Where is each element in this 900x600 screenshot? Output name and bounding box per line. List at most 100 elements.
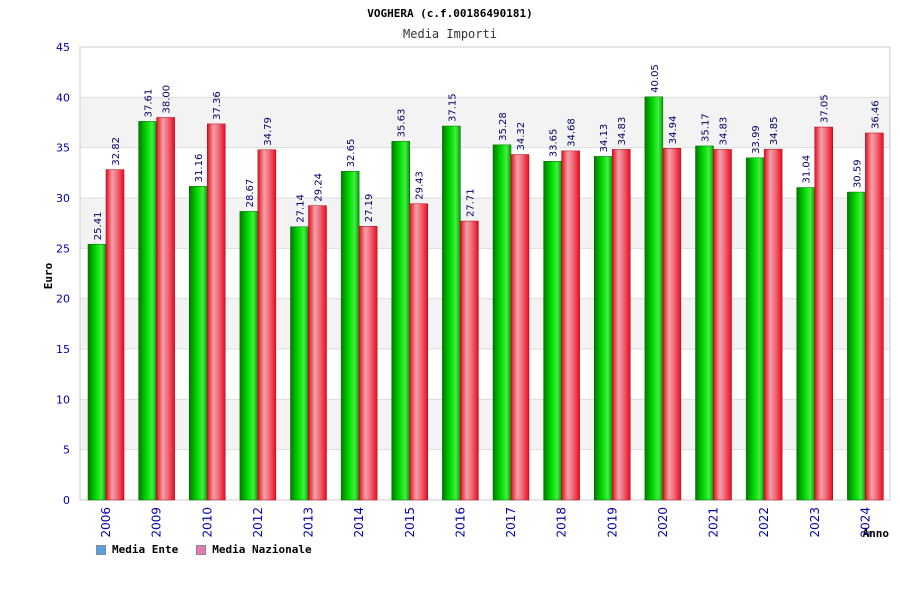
bar-group <box>87 96 884 501</box>
bar-media-nazionale-2024 <box>865 132 884 501</box>
bar-media-ente-2015 <box>391 141 410 501</box>
y-tick-label: 10 <box>56 393 70 406</box>
data-label: 34.79 <box>263 117 274 146</box>
data-label: 35.63 <box>397 109 408 138</box>
bar-media-nazionale-2014 <box>358 226 378 501</box>
bar-media-nazionale-2013 <box>308 205 327 501</box>
data-label: 33.65 <box>549 129 560 158</box>
bar-media-nazionale-2016 <box>460 220 479 501</box>
x-axis: 2006 2009 2010 2012 2013 2014 2015 2016 2017 2018… <box>99 507 872 538</box>
data-label: 27.19 <box>364 194 375 223</box>
bar-media-nazionale-2006 <box>105 169 125 501</box>
data-label: 40.05 <box>650 64 661 93</box>
data-label: 34.68 <box>567 118 578 147</box>
x-tick-label: 2023 <box>808 507 822 538</box>
x-tick-label: 2009 <box>150 507 164 538</box>
data-label: 34.13 <box>599 124 610 153</box>
data-label: 27.14 <box>296 194 307 223</box>
data-label: 33.99 <box>751 125 762 154</box>
bar-media-ente-2010 <box>189 186 208 501</box>
x-axis-label: Anno <box>863 527 890 540</box>
x-tick-label: 2018 <box>555 507 569 538</box>
y-tick-label: 45 <box>56 41 70 54</box>
bar-media-ente-2019 <box>594 156 613 501</box>
bar-media-ente-2024 <box>847 191 866 501</box>
x-tick-label: 2024 <box>858 507 872 538</box>
x-tick-label: 2010 <box>200 507 214 538</box>
data-label: 25.41 <box>93 212 104 241</box>
bar-media-nazionale-2020 <box>662 148 682 501</box>
x-tick-label: 2017 <box>504 507 518 538</box>
y-axis-label: Euro <box>42 262 55 289</box>
bar-media-ente-2021 <box>695 145 714 501</box>
legend-item-media-ente: Media Ente <box>96 543 178 556</box>
legend-label-media-ente: Media Ente <box>112 543 179 556</box>
y-tick-label: 15 <box>56 343 70 356</box>
data-label: 34.83 <box>617 117 628 146</box>
bar-media-nazionale-2023 <box>814 126 833 501</box>
legend-swatch-media-ente <box>96 544 106 555</box>
data-label: 29.24 <box>314 173 325 202</box>
bar-media-ente-2016 <box>442 125 461 501</box>
data-label: 29.43 <box>415 171 426 200</box>
bar-media-ente-2023 <box>796 187 815 501</box>
data-label: 32.82 <box>111 137 122 166</box>
x-tick-label: 2019 <box>605 507 619 538</box>
data-label: 34.83 <box>719 117 730 146</box>
y-axis: 0 5 10 15 20 25 30 35 40 45 <box>56 41 70 507</box>
y-tick-label: 40 <box>56 91 70 104</box>
x-tick-label: 2012 <box>251 507 265 538</box>
data-label: 36.46 <box>870 100 881 129</box>
legend-label-media-nazionale: Media Nazionale <box>212 543 312 556</box>
bar-media-ente-2022 <box>745 157 765 501</box>
bar-media-ente-2013 <box>290 226 309 501</box>
bar-media-nazionale-2019 <box>612 149 631 501</box>
data-label: 32.65 <box>346 139 357 168</box>
data-label: 30.59 <box>852 159 863 188</box>
bar-media-ente-2006 <box>87 243 107 501</box>
bar-media-ente-2012 <box>239 211 259 501</box>
legend-item-media-nazionale: Media Nazionale <box>196 543 312 556</box>
x-tick-label: 2022 <box>757 507 771 538</box>
x-tick-label: 2006 <box>99 507 113 538</box>
data-label: 31.04 <box>802 155 813 184</box>
x-tick-label: 2015 <box>403 507 417 538</box>
data-label: 27.71 <box>465 188 476 217</box>
y-tick-label: 5 <box>63 444 70 457</box>
y-tick-label: 35 <box>56 142 70 155</box>
data-label: 37.61 <box>144 89 155 118</box>
bar-media-nazionale-2017 <box>510 154 530 501</box>
chart-subtitle: Media Importi <box>403 27 497 41</box>
x-tick-label: 2014 <box>352 507 366 538</box>
bar-media-nazionale-2010 <box>207 123 226 501</box>
bar-media-nazionale-2021 <box>713 149 732 501</box>
y-tick-label: 20 <box>56 293 70 306</box>
value-labels: 25.41 32.82 37.61 38.00 31.16 37.36 28.67 34.79… <box>93 64 881 240</box>
legend-swatch-media-nazionale <box>196 544 207 555</box>
bar-media-nazionale-2022 <box>763 148 783 501</box>
x-tick-label: 2021 <box>707 507 721 538</box>
bar-media-ente-2017 <box>492 144 512 501</box>
data-label: 28.67 <box>245 179 256 208</box>
bar-media-ente-2020 <box>644 96 664 501</box>
data-label: 34.85 <box>769 117 780 146</box>
legend: Media Ente Media Nazionale <box>96 543 312 556</box>
bar-media-nazionale-2015 <box>409 203 428 501</box>
x-tick-label: 2016 <box>453 507 467 538</box>
bar-media-ente-2014 <box>340 171 360 501</box>
data-label: 31.16 <box>194 154 205 183</box>
y-tick-label: 0 <box>63 494 70 507</box>
data-label: 37.05 <box>820 94 831 123</box>
bar-media-nazionale-2009 <box>156 117 175 501</box>
data-label: 37.15 <box>447 93 458 122</box>
bar-media-ente-2018 <box>543 161 562 501</box>
x-tick-label: 2013 <box>302 507 316 538</box>
data-label: 34.94 <box>668 116 679 145</box>
y-tick-label: 30 <box>56 192 70 205</box>
data-label: 37.36 <box>212 91 223 120</box>
x-tick-label: 2020 <box>656 507 670 538</box>
y-tick-label: 25 <box>56 242 70 255</box>
data-label: 35.17 <box>701 113 712 142</box>
